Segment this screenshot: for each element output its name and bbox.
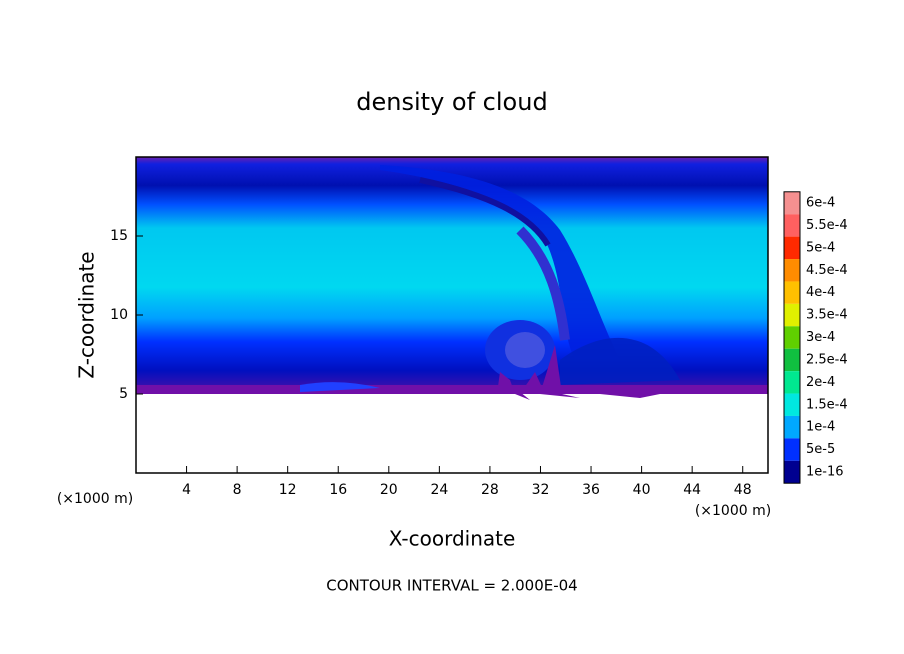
y-tick-label: 5 [119, 386, 128, 402]
colorbar-swatch [784, 281, 800, 304]
colorbar-swatch [784, 371, 800, 394]
x-unit-left: (×1000 m) [57, 491, 133, 507]
chart-title: density of cloud [356, 88, 547, 116]
colorbar-swatch [784, 214, 800, 237]
x-tick-label: 36 [582, 482, 600, 498]
x-unit-right: (×1000 m) [695, 503, 771, 519]
colorbar-label: 6e-4 [806, 196, 835, 211]
colorbar-label: 5e-5 [806, 442, 835, 457]
colorbar-swatch [784, 303, 800, 327]
y-axis-label: Z-coordinate [75, 251, 99, 378]
x-tick-label: 40 [633, 482, 651, 498]
colorbar-swatch [784, 393, 800, 416]
x-tick-label: 24 [430, 482, 448, 498]
y-tick-label: 10 [110, 307, 128, 323]
colorbar-label: 2e-4 [806, 375, 835, 390]
x-tick-label: 8 [233, 482, 242, 498]
x-tick-label: 4 [182, 482, 191, 498]
colorbar-label: 5e-4 [806, 240, 835, 255]
x-tick-label: 20 [380, 482, 398, 498]
x-tick-label: 16 [329, 482, 347, 498]
x-axis-label: X-coordinate [389, 527, 516, 551]
colorbar-swatch [784, 326, 800, 349]
x-tick-label: 28 [481, 482, 499, 498]
contour-field [136, 157, 768, 473]
x-tick-label: 32 [532, 482, 550, 498]
colorbar-label: 4e-4 [806, 285, 835, 300]
colorbar-label: 3.5e-4 [806, 308, 848, 323]
colorbar-label: 4.5e-4 [806, 263, 848, 278]
colorbar-swatch [784, 259, 800, 282]
colorbar-label: 2.5e-4 [806, 352, 848, 367]
colorbar-swatch [784, 460, 800, 484]
x-tick-label: 44 [683, 482, 701, 498]
colorbar-frame [783, 191, 801, 484]
y-tick-label: 15 [110, 228, 128, 244]
x-tick-label: 48 [734, 482, 752, 498]
colorbar-label: 5.5e-4 [806, 218, 848, 233]
colorbar-swatch [784, 438, 800, 461]
colorbar-label: 1e-16 [806, 465, 844, 480]
colorbar-swatch [784, 191, 800, 215]
colorbar-swatch [784, 415, 800, 439]
colorbar-label: 1e-4 [806, 420, 835, 435]
colorbar-swatch [784, 348, 800, 372]
footer: CONTOUR INTERVAL = 2.000E-04 [326, 577, 577, 595]
colorbar-label: 3e-4 [806, 330, 835, 345]
colorbar-swatch [784, 236, 800, 260]
x-tick-label: 12 [279, 482, 297, 498]
colorbar-label: 1.5e-4 [806, 397, 848, 412]
